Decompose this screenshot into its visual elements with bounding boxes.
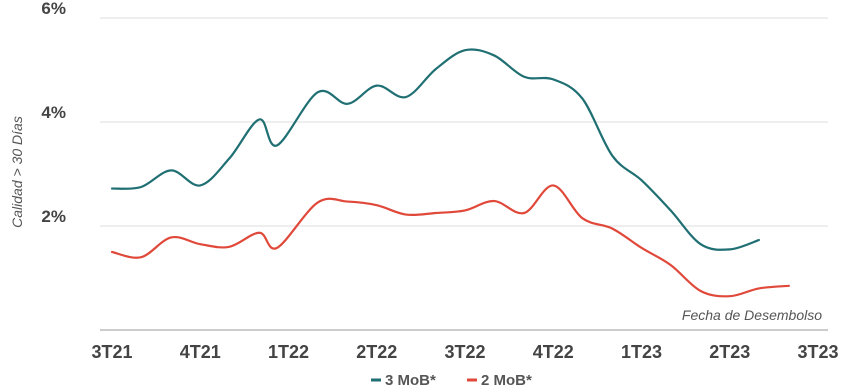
- x-tick-label: 3T21: [91, 342, 132, 362]
- series-line-0: [110, 48, 760, 251]
- y-axis-ticks: 2% 4% 6%: [41, 0, 66, 226]
- x-tick-label: 3T22: [444, 342, 485, 362]
- series-lines: [110, 48, 790, 298]
- x-tick-label: 3T23: [797, 342, 838, 362]
- series-line-1: [110, 184, 790, 298]
- y-axis-title: Calidad > 30 Días: [9, 116, 25, 228]
- x-axis-ticks: 3T21 4T21 1T22 2T22 3T22 4T22 1T23 2T23 3T23: [91, 342, 838, 362]
- y-tick-label: 6%: [41, 0, 66, 18]
- y-tick-label: 2%: [41, 207, 66, 226]
- x-tick-label: 2T23: [709, 342, 750, 362]
- x-tick-label: 4T22: [533, 342, 574, 362]
- legend-label: 2 MoB*: [481, 372, 532, 389]
- x-tick-label: 2T22: [356, 342, 397, 362]
- x-tick-label: 1T22: [268, 342, 309, 362]
- x-tick-label: 4T21: [180, 342, 221, 362]
- x-axis-title: Fecha de Desembolso: [682, 307, 822, 323]
- legend-label: 3 MoB*: [385, 372, 436, 389]
- y-tick-label: 4%: [41, 103, 66, 122]
- x-tick-label: 1T23: [621, 342, 662, 362]
- legend: 3 MoB* 2 MoB*: [371, 372, 532, 389]
- gridlines: [100, 17, 828, 227]
